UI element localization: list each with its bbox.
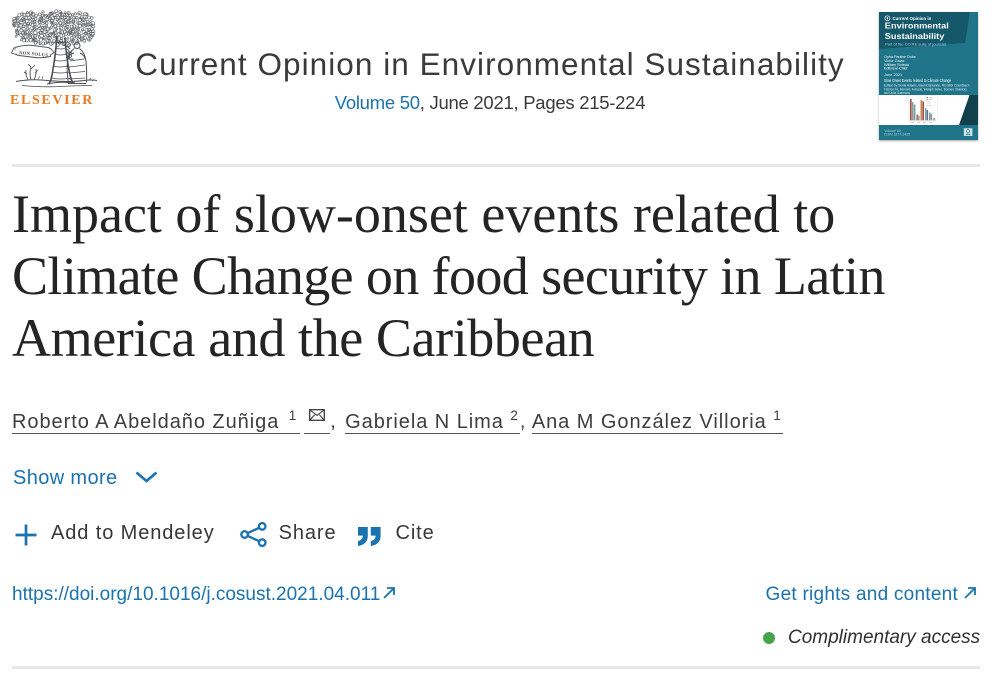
svg-text:Current Opinion in: Current Opinion in	[893, 16, 932, 21]
svg-text:and Unba Gammons: and Unba Gammons	[884, 91, 910, 95]
svg-text:Sustainability: Sustainability	[885, 31, 945, 41]
svg-text:Editors-in-Chief: Editors-in-Chief	[884, 66, 908, 71]
svg-text:ISSN 1877-3435: ISSN 1877-3435	[884, 132, 910, 136]
svg-text:Edited by Sonia Adams, Baymt B: Edited by Sonia Adams, Baymt Bplande, RG…	[884, 84, 970, 88]
svg-text:Fabrice Fa, Bernard, Armado, W: Fabrice Fa, Bernard, Armado, Weldph Sole…	[884, 87, 967, 91]
svg-text:Victor Galaz: Victor Galaz	[884, 58, 905, 63]
svg-text:Environmental: Environmental	[885, 20, 949, 30]
svg-text:NON SOLUS: NON SOLUS	[19, 51, 49, 59]
svg-text:William Solecki: William Solecki	[884, 62, 909, 67]
svg-text:June 2021: June 2021	[884, 72, 902, 77]
svg-text:Part of the CO:RE suite of jou: Part of the CO:RE suite of journals	[885, 41, 946, 46]
svg-text:Slow Onset Events related to C: Slow Onset Events related to Climate Cha…	[884, 78, 952, 83]
svg-text:Opha Pauline Dube: Opha Pauline Dube	[884, 54, 916, 59]
svg-text:ELSEVIER: ELSEVIER	[10, 93, 94, 106]
svg-text:Volume 50: Volume 50	[884, 129, 901, 133]
